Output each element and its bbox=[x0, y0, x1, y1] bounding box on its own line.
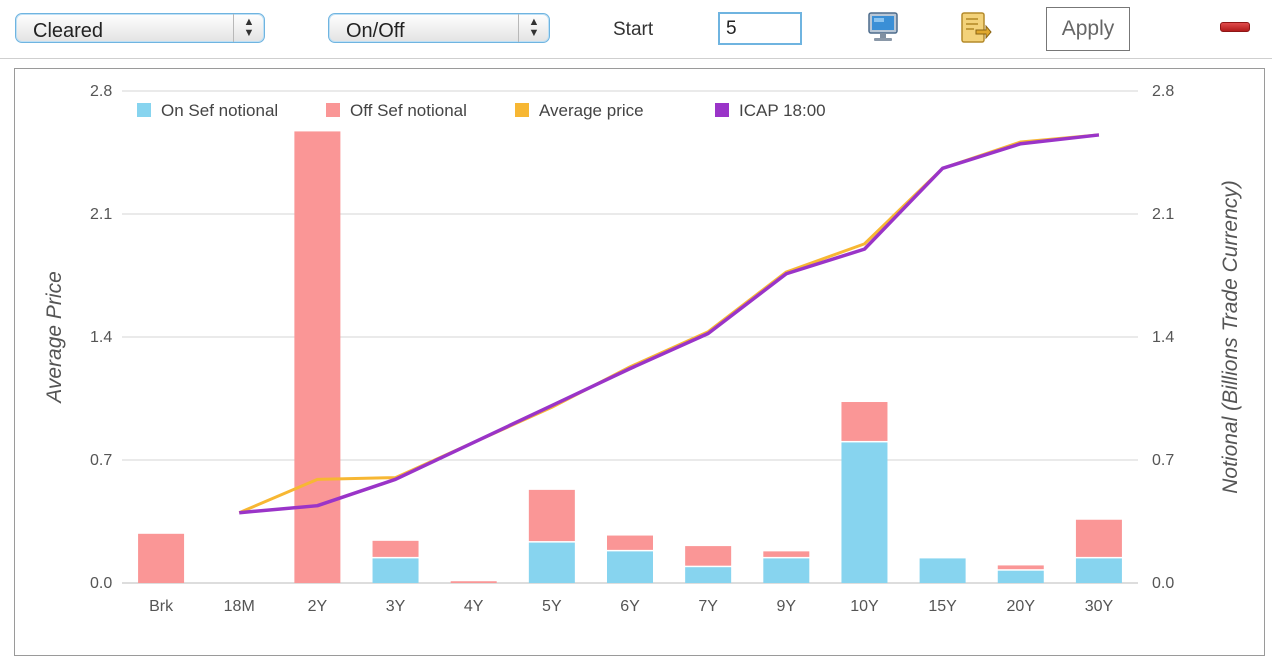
chart-panel: Brk 18M 2Y 3Y 4Y 5Y 6Y 7Y 9Y 10Y 15Y 20Y 30Y 0.0 0.7 1… bbox=[14, 68, 1265, 656]
y2-tick-label: 0.7 bbox=[1152, 452, 1174, 469]
cleared-select[interactable]: Cleared ▲ ▼ bbox=[15, 13, 265, 43]
bar-on-sef bbox=[528, 542, 575, 583]
x-tick-label: 20Y bbox=[1007, 598, 1036, 615]
y2-tick-label: 1.4 bbox=[1152, 329, 1174, 346]
legend-label: Average price bbox=[539, 101, 644, 120]
bar-off-sef bbox=[138, 533, 185, 583]
export-icon[interactable] bbox=[958, 10, 992, 44]
bar-off-sef bbox=[763, 551, 810, 557]
bar-on-sef bbox=[997, 570, 1044, 583]
cleared-select-value: Cleared bbox=[33, 20, 104, 42]
y-tick-label: 2.1 bbox=[90, 206, 112, 223]
legend-swatch bbox=[715, 103, 729, 117]
bars bbox=[138, 131, 1122, 583]
on-off-select[interactable]: On/Off ▲ ▼ bbox=[328, 13, 550, 43]
x-tick-label: 15Y bbox=[928, 598, 957, 615]
toolbar: Cleared ▲▼ On/Off ▲▼ Start Apply bbox=[0, 0, 1272, 62]
y-tick-label: 2.8 bbox=[90, 83, 112, 100]
monitor-icon[interactable] bbox=[866, 10, 900, 44]
x-tick-label: 6Y bbox=[620, 598, 640, 615]
bar-on-sef bbox=[372, 558, 419, 583]
bar-on-sef bbox=[607, 551, 653, 583]
x-tick-label: 30Y bbox=[1085, 598, 1114, 615]
select-arrows-icon: ▲ ▼ bbox=[518, 14, 549, 42]
select-arrows-icon: ▲ ▼ bbox=[233, 14, 264, 42]
toolbar-divider bbox=[0, 58, 1272, 59]
average-price-line bbox=[238, 133, 1100, 515]
bar-off-sef bbox=[372, 540, 419, 557]
legend-swatch bbox=[515, 103, 529, 117]
bar-off-sef bbox=[607, 535, 653, 550]
x-tick-label: 7Y bbox=[698, 598, 718, 615]
y-axis-title: Average Price bbox=[43, 271, 66, 405]
x-tick-label: 3Y bbox=[386, 598, 406, 615]
x-axis: Brk 18M 2Y 3Y 4Y 5Y 6Y 7Y 9Y 10Y 15Y 20Y 30Y bbox=[149, 598, 1113, 615]
on-off-select-value: On/Off bbox=[346, 20, 405, 42]
bar-off-sef bbox=[841, 402, 888, 441]
y2-axis-title: Notional (Billions Trade Currency) bbox=[1219, 180, 1242, 494]
bar-off-sef bbox=[528, 489, 575, 542]
icap-line bbox=[239, 133, 1100, 515]
y-axis-left: 0.0 0.7 1.4 2.1 2.8 bbox=[90, 83, 112, 592]
x-tick-label: 10Y bbox=[850, 598, 879, 615]
y-tick-label: 1.4 bbox=[90, 329, 112, 346]
bar-off-sef bbox=[294, 131, 341, 583]
bar-on-sef bbox=[763, 558, 810, 583]
legend-label: ICAP 18:00 bbox=[739, 101, 826, 120]
y2-tick-label: 2.1 bbox=[1152, 206, 1174, 223]
bar-off-sef bbox=[997, 565, 1044, 570]
y2-tick-label: 0.0 bbox=[1152, 575, 1174, 592]
bar-off-sef bbox=[450, 581, 497, 583]
bar-on-sef bbox=[1075, 558, 1122, 583]
x-tick-label: 2Y bbox=[308, 598, 328, 615]
x-tick-label: 9Y bbox=[777, 598, 797, 615]
bar-on-sef bbox=[685, 567, 732, 583]
apply-button[interactable]: Apply bbox=[1046, 7, 1130, 51]
legend: On Sef notional Off Sef notional Average p… bbox=[137, 101, 826, 120]
bar-on-sef bbox=[841, 442, 888, 583]
x-tick-label: 4Y bbox=[464, 598, 484, 615]
bar-on-sef bbox=[919, 558, 966, 583]
y-axis-right: 0.0 0.7 1.4 2.1 2.8 bbox=[1152, 83, 1174, 592]
start-input[interactable] bbox=[718, 12, 802, 45]
start-label: Start bbox=[613, 19, 654, 40]
y-tick-label: 0.7 bbox=[90, 452, 112, 469]
notional-price-chart: Brk 18M 2Y 3Y 4Y 5Y 6Y 7Y 9Y 10Y 15Y 20Y 30Y 0.0 0.7 1… bbox=[43, 83, 1242, 615]
x-tick-label: 18M bbox=[224, 598, 255, 615]
legend-swatch bbox=[137, 103, 151, 117]
y-tick-label: 0.0 bbox=[90, 575, 112, 592]
y2-tick-label: 2.8 bbox=[1152, 83, 1174, 100]
x-tick-label: Brk bbox=[149, 598, 174, 615]
legend-swatch bbox=[326, 103, 340, 117]
bar-off-sef bbox=[685, 546, 732, 566]
bar-off-sef bbox=[1075, 519, 1122, 557]
remove-icon[interactable] bbox=[1220, 22, 1250, 32]
legend-label: On Sef notional bbox=[161, 101, 278, 120]
x-tick-label: 5Y bbox=[542, 598, 562, 615]
lines bbox=[238, 133, 1100, 515]
legend-label: Off Sef notional bbox=[350, 101, 467, 120]
